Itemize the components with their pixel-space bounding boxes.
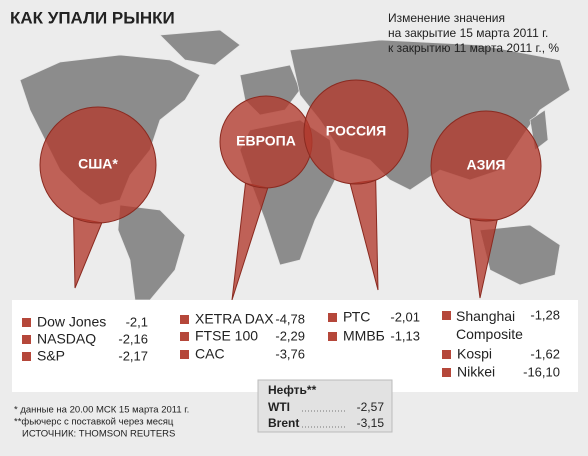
bullet: [442, 311, 451, 320]
market-name: Kospi: [457, 346, 492, 362]
bullet: [442, 368, 451, 377]
bullet: [442, 350, 451, 359]
oil-name: WTI: [268, 400, 290, 414]
market-name: CAC: [195, 346, 225, 362]
markets-panel: [12, 300, 578, 392]
market-value: -1,28: [530, 307, 560, 322]
bubble: [39, 106, 157, 224]
oil-value: -3,15: [357, 416, 385, 430]
bubble: [303, 79, 409, 185]
bullet: [180, 315, 189, 324]
subtitle-line: к закрытию 11 марта 2011 г., %: [388, 41, 559, 55]
market-value: -1,13: [390, 328, 420, 343]
bullet: [328, 313, 337, 322]
market-name: Shanghai Composite: [456, 308, 523, 342]
market-value: -2,29: [275, 328, 305, 343]
subtitle-line: Изменение значения: [388, 11, 505, 25]
market-name: Nikkei: [457, 364, 495, 380]
oil-title: Нефть**: [268, 383, 317, 397]
footnote: ИСТОЧНИК: THOMSON REUTERS: [22, 429, 175, 440]
market-value: -2,17: [118, 348, 148, 363]
markets-table: Dow Jones -2,1 NASDAQ -2,16 S&P -2,17 XETRA DA…: [22, 307, 560, 380]
market-name: Dow Jones: [37, 314, 106, 330]
market-value: -4,78: [275, 311, 305, 326]
bullet: [22, 318, 31, 327]
bullet: [22, 352, 31, 361]
region-bubbles: США* ЕВРОПА РОССИЯ АЗИЯ: [39, 79, 542, 301]
market-name: ММВБ: [343, 328, 385, 344]
region-label: РОССИЯ: [326, 123, 386, 139]
market-value: -3,76: [275, 346, 305, 361]
footnotes: * данные на 20.00 МСК 15 марта 2011 г.**…: [14, 405, 189, 440]
bullet: [328, 332, 337, 341]
market-name: S&P: [37, 348, 65, 364]
footnote: **фьючерс с поставкой через месяц: [14, 417, 174, 428]
oil-panel: [257, 379, 393, 433]
market-value: -2,1: [126, 314, 148, 329]
region-label: ЕВРОПА: [236, 133, 296, 149]
market-value: -2,16: [118, 331, 148, 346]
market-name: РТС: [343, 309, 370, 325]
market-name: FTSE 100: [195, 328, 258, 344]
title: КАК УПАЛИ РЫНКИ: [10, 8, 175, 27]
region-label: АЗИЯ: [466, 157, 505, 173]
subtitle-line: на закрытие 15 марта 2011 г.: [388, 26, 548, 40]
oil-value: -2,57: [357, 400, 385, 414]
market-value: -16,10: [523, 364, 560, 379]
bullet: [180, 332, 189, 341]
bullet: [22, 335, 31, 344]
market-name: XETRA DAX: [195, 311, 274, 327]
region-label: США*: [78, 156, 118, 172]
oil-name: Brent: [268, 416, 299, 430]
market-name: NASDAQ: [37, 331, 96, 347]
footnote: * данные на 20.00 МСК 15 марта 2011 г.: [14, 405, 189, 416]
oil-table: Нефть** WTI -2,57 Brent -3,15: [268, 383, 384, 430]
market-value: -2,01: [390, 309, 420, 324]
market-name-box: Shanghai Composite: [456, 308, 523, 342]
bullet: [180, 350, 189, 359]
market-value: -1,62: [530, 346, 560, 361]
bubble: [430, 110, 542, 222]
